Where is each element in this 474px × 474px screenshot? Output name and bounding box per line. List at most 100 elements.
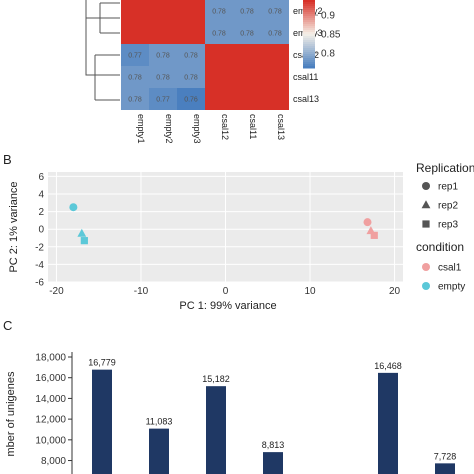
colorbar-segment bbox=[303, 46, 315, 49]
heatmap-col-label: empty2 bbox=[164, 114, 174, 144]
heatmap-cell bbox=[177, 22, 205, 44]
colorbar-segment bbox=[303, 52, 315, 55]
heatmap-cell bbox=[261, 22, 289, 44]
colorbar-segment bbox=[303, 38, 315, 41]
heatmap-cell bbox=[121, 0, 149, 22]
heatmap-cell-label: 0.78 bbox=[156, 75, 170, 82]
heatmap-cell-label: 0.76 bbox=[184, 97, 198, 104]
heatmap-col-labels: empty1 empty2 empty3 csal12 csal11 csal13 bbox=[136, 114, 286, 144]
heatmap-cell bbox=[233, 22, 261, 44]
y-tick-label: 6 bbox=[38, 172, 44, 183]
colorbar-segment bbox=[303, 64, 315, 67]
colorbar-segment bbox=[303, 8, 315, 11]
legend-label-rep2: rep2 bbox=[438, 201, 458, 212]
y-tick-label: 8,000 bbox=[41, 456, 66, 467]
legend-shape-rep2 bbox=[421, 200, 431, 209]
y-tick-label: 2 bbox=[38, 207, 44, 218]
heatmap-cell bbox=[261, 44, 289, 66]
heatmap-col-label: csal12 bbox=[220, 114, 230, 140]
heatmap-cell-label: 0.78 bbox=[212, 31, 226, 38]
colorbar-segment bbox=[303, 48, 315, 51]
bar-value-label: 16,779 bbox=[88, 358, 116, 368]
heatmap-cell bbox=[261, 88, 289, 110]
legend-label-rep1: rep1 bbox=[438, 182, 458, 193]
heatmap-cell bbox=[149, 0, 177, 22]
colorbar-segment bbox=[303, 40, 315, 43]
colorbar-segment bbox=[303, 62, 315, 65]
legend-swatch-empty bbox=[422, 282, 430, 290]
colorbar-segment bbox=[303, 34, 315, 37]
bar-value-label: 16,468 bbox=[374, 361, 402, 371]
heatmap-cell bbox=[149, 66, 177, 88]
legend-label-csal1: csal1 bbox=[438, 263, 462, 274]
heatmap-cell-label: 0.77 bbox=[128, 53, 142, 60]
heatmap-cell bbox=[233, 88, 261, 110]
legend-shape-rep1 bbox=[422, 182, 430, 190]
heatmap-cell bbox=[205, 88, 233, 110]
heatmap-cell bbox=[233, 66, 261, 88]
pca-point bbox=[77, 228, 87, 237]
y-tick-label: 12,000 bbox=[35, 415, 66, 426]
colorbar-segment bbox=[303, 2, 315, 5]
bar-value-label: 15,182 bbox=[202, 374, 230, 384]
heatmap-cell bbox=[121, 88, 149, 110]
legend-title-condition: condition bbox=[416, 240, 464, 254]
bar bbox=[92, 369, 112, 474]
bar bbox=[263, 452, 283, 474]
bar-ylabel: mber of unigenes bbox=[5, 371, 17, 456]
colorbar-tick-label: 0.8 bbox=[321, 48, 335, 59]
colorbar-segment bbox=[303, 24, 315, 27]
y-tick-label: 16,000 bbox=[35, 373, 66, 384]
colorbar-segment bbox=[303, 32, 315, 35]
heatmap-cell-label: 0.78 bbox=[128, 75, 142, 82]
colorbar-segment bbox=[303, 42, 315, 45]
heatmap-cell-label: 0.78 bbox=[212, 9, 226, 16]
heatmap-cell-label: 0.78 bbox=[240, 31, 254, 38]
dendrogram bbox=[85, 0, 120, 101]
heatmap-cell bbox=[205, 0, 233, 22]
legend-label-empty: empty bbox=[438, 282, 465, 293]
colorbar-segment bbox=[303, 16, 315, 19]
legend-shape-rep3 bbox=[422, 220, 430, 228]
colorbar-segment bbox=[303, 50, 315, 53]
bar-value-label: 11,083 bbox=[146, 417, 173, 427]
heatmap-cell bbox=[233, 0, 261, 22]
x-tick-label: -10 bbox=[134, 286, 149, 297]
colorbar-segment bbox=[303, 4, 315, 7]
colorbar-tick-label: 0.9 bbox=[321, 11, 335, 22]
pca-xlabel: PC 1: 99% variance bbox=[179, 300, 276, 312]
heatmap-row-label: csal13 bbox=[293, 94, 319, 104]
y-tick-label: 0 bbox=[38, 225, 44, 236]
colorbar-segment bbox=[303, 66, 315, 69]
colorbar-segment bbox=[303, 58, 315, 61]
heatmap-col-label: csal13 bbox=[276, 114, 286, 140]
colorbar-segment bbox=[303, 56, 315, 59]
colorbar-segment bbox=[303, 54, 315, 57]
colorbar-segment bbox=[303, 14, 315, 17]
pca-points bbox=[69, 203, 378, 245]
colorbar-segment bbox=[303, 18, 315, 21]
bar-value-label: 8,813 bbox=[262, 440, 285, 450]
legend-swatch-csal1 bbox=[422, 263, 430, 271]
legend-title-replication: Replication bbox=[416, 161, 474, 175]
y-tick-label: 14,000 bbox=[35, 394, 66, 405]
colorbar-segment bbox=[303, 60, 315, 63]
heatmap-cell-label: 0.78 bbox=[268, 9, 282, 16]
bar-ticks: 18,000 16,000 14,000 12,000 10,000 8,000 bbox=[35, 353, 72, 467]
colorbar-tick-label: 0.85 bbox=[321, 30, 341, 41]
heatmap-cell bbox=[233, 44, 261, 66]
heatmap-cell bbox=[121, 66, 149, 88]
heatmap-cell bbox=[149, 44, 177, 66]
colorbar-segment bbox=[303, 10, 315, 13]
bar bbox=[149, 428, 169, 474]
heatmap-cell-label: 0.78 bbox=[240, 9, 254, 16]
heatmap-cell bbox=[149, 22, 177, 44]
heatmap-cell bbox=[177, 88, 205, 110]
colorbar-segment bbox=[303, 22, 315, 25]
pca-point bbox=[69, 203, 78, 212]
heatmap-cell bbox=[177, 44, 205, 66]
heatmap-cell bbox=[205, 44, 233, 66]
